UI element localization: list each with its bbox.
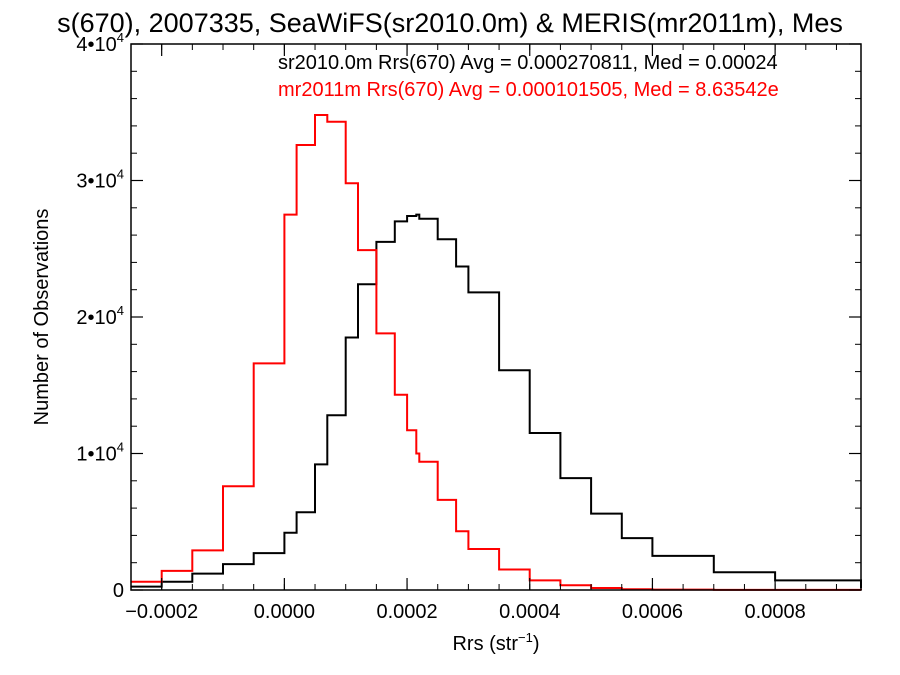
legend-entry-sr2010: sr2010.0m Rrs(670) Avg = 0.000270811, Me…: [278, 52, 778, 74]
data-point-mr2011m: [437, 499, 439, 501]
x-axis-label-close: ): [533, 633, 540, 655]
data-point-mr2011m: [498, 568, 500, 571]
y-tick-label: 3•104: [76, 167, 124, 193]
data-point-sr2010-0m: [283, 532, 285, 534]
data-point-sr2010-0m: [345, 336, 347, 339]
y-tick-label: 1•104: [76, 440, 124, 466]
data-point-sr2010-0m: [253, 552, 255, 554]
data-point-mr2011m: [253, 362, 255, 365]
x-axis-label-exponent: −1: [518, 630, 533, 645]
x-axis-label: Rrs (str−1): [452, 630, 539, 655]
series-line-mr2011m: [131, 114, 862, 591]
data-point-mr2011m: [394, 394, 396, 396]
data-point-sr2010-0m: [559, 477, 562, 479]
data-point-mr2011m: [375, 332, 377, 334]
data-point-sr2010-0m: [415, 214, 417, 216]
data-point-sr2010-0m: [418, 218, 420, 220]
y-tick-label: 4•104: [76, 30, 124, 56]
data-point-mr2011m: [326, 121, 328, 123]
x-tick-label: 0.0006: [622, 601, 683, 623]
y-axis-label: Number of Observations: [31, 209, 53, 426]
x-axis: −0.0002 0.0000 0.0002 0.0004 0.0006 0.0008: [125, 44, 837, 623]
data-point-mr2011m: [467, 548, 469, 550]
x-axis-label-base: Rrs (str: [452, 633, 518, 655]
data-point-sr2010-0m: [394, 220, 396, 223]
data-point-sr2010-0m: [621, 537, 623, 539]
data-point-sr2010-0m: [326, 414, 328, 416]
y-tick-label: 0: [113, 580, 124, 602]
data-point-mr2011m: [345, 182, 347, 184]
data-point-sr2010-0m: [437, 238, 439, 240]
data-point-mr2011m: [283, 214, 285, 216]
data-point-mr2011m: [406, 429, 408, 431]
data-point-sr2010-0m: [498, 369, 500, 371]
plot-frame: [130, 43, 862, 591]
data-point-sr2010-0m: [713, 571, 715, 573]
data-point-sr2010-0m: [529, 432, 531, 434]
x-tick-label: 0.0004: [499, 601, 560, 623]
data-point-mr2011m: [415, 452, 417, 455]
data-point-sr2010-0m: [296, 511, 298, 513]
data-point-sr2010-0m: [651, 555, 654, 557]
chart-title: s(670), 2007335, SeaWiFS(sr2010.0m) & ME…: [57, 8, 843, 38]
data-point-mr2011m: [314, 114, 316, 116]
data-point-sr2010-0m: [590, 512, 592, 515]
data-point-sr2010-0m: [455, 265, 457, 268]
y-axis: 0 1•104 2•104 3•104 4•104: [76, 30, 861, 602]
data-point-mr2011m: [418, 461, 420, 463]
data-point-mr2011m: [161, 570, 163, 572]
data-point-mr2011m: [191, 549, 193, 552]
legend-entry-mr2011: mr2011m Rrs(670) Avg = 0.000101505, Med …: [278, 79, 779, 101]
plot-lines: [130, 114, 862, 591]
data-point-mr2011m: [296, 144, 298, 146]
data-point-sr2010-0m: [191, 573, 193, 575]
x-tick-label: −0.0002: [125, 601, 198, 623]
data-point-sr2010-0m: [375, 241, 377, 243]
y-tick-label: 2•104: [76, 303, 124, 329]
data-point-sr2010-0m: [406, 215, 408, 217]
x-tick-label: 0.0000: [254, 601, 315, 623]
x-tick-label: 0.0002: [376, 601, 437, 623]
x-tick-label: 0.0008: [745, 601, 806, 623]
data-point-sr2010-0m: [357, 283, 359, 285]
data-point-mr2011m: [455, 530, 457, 532]
series-line-sr2010-0m: [131, 213, 862, 588]
data-point-mr2011m: [222, 485, 224, 487]
data-point-sr2010-0m: [222, 563, 224, 565]
data-point-sr2010-0m: [314, 463, 316, 466]
data-point-sr2010-0m: [467, 291, 469, 294]
data-point-mr2011m: [357, 249, 359, 251]
